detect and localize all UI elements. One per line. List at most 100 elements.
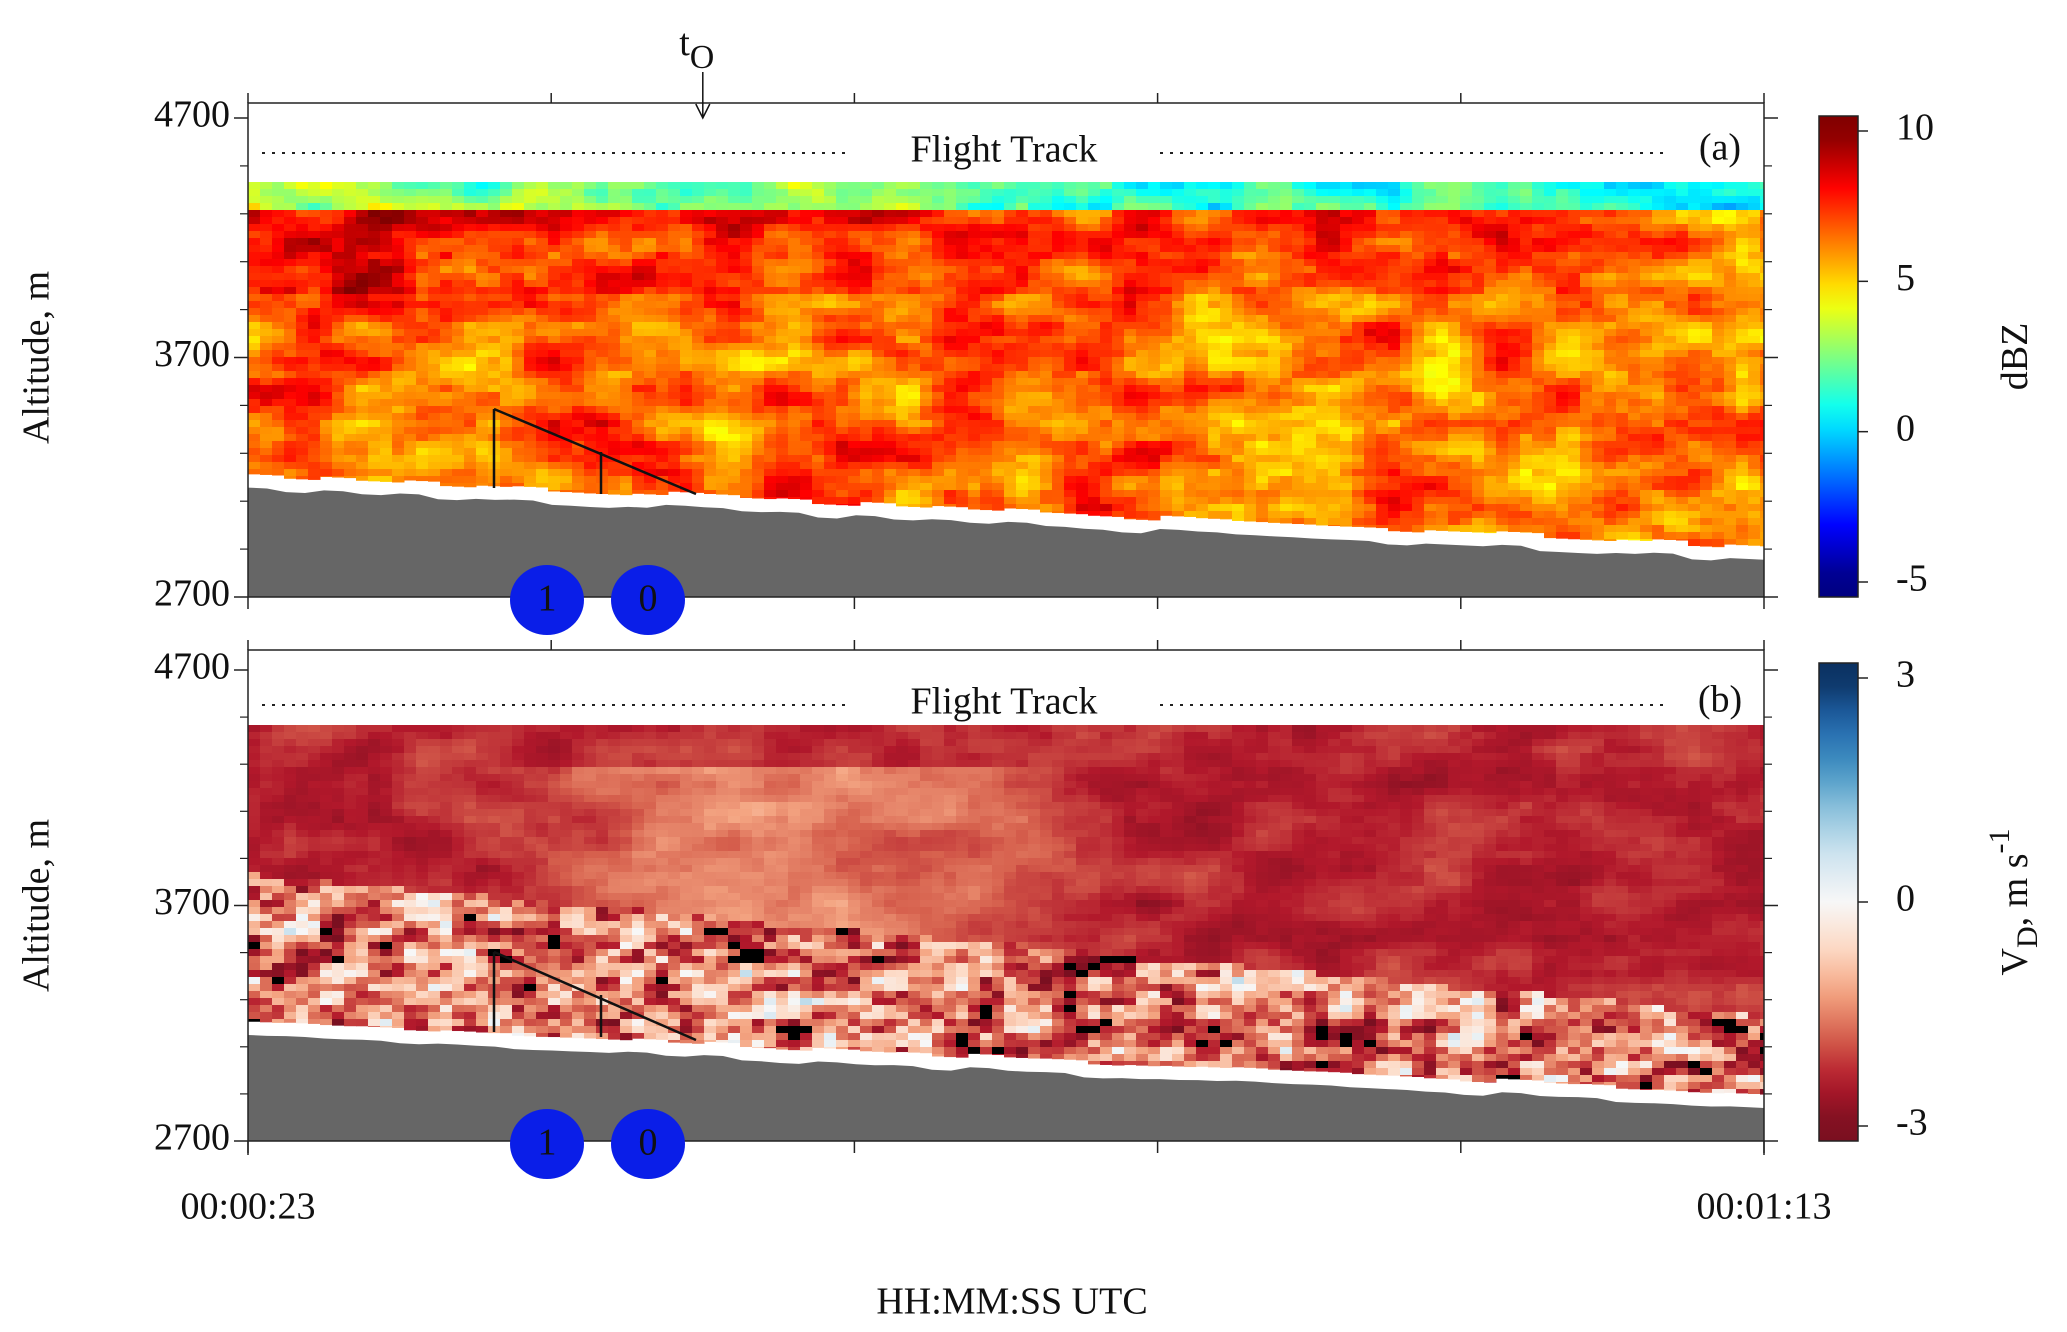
field-cell (260, 308, 273, 316)
field-cell (464, 455, 477, 463)
field-cell (1160, 231, 1173, 239)
field-cell (1184, 280, 1197, 288)
field-cell (752, 231, 765, 239)
field-cell (848, 329, 861, 337)
field-cell (788, 490, 801, 498)
field-cell (608, 287, 621, 295)
field-cell (1364, 378, 1377, 386)
field-cell (416, 413, 429, 421)
field-cell (608, 434, 621, 442)
field-cell (992, 483, 1005, 491)
field-cell (956, 189, 969, 197)
field-cell (1448, 322, 1461, 330)
field-cell (908, 336, 921, 344)
field-cell (932, 252, 945, 260)
field-cell (1160, 196, 1173, 204)
field-cell (1028, 427, 1041, 435)
field-cell (1028, 476, 1041, 484)
field-cell (716, 308, 729, 316)
field-cell (380, 455, 393, 463)
field-cell (920, 462, 933, 470)
field-cell (1472, 182, 1485, 190)
field-cell (920, 490, 933, 498)
field-cell (1448, 497, 1461, 505)
field-cell (728, 434, 741, 442)
field-cell (1244, 189, 1257, 197)
field-cell (1244, 378, 1257, 386)
field-cell (980, 189, 993, 197)
field-cell (1172, 364, 1185, 372)
field-cell (1136, 455, 1149, 463)
field-cell (320, 406, 333, 414)
field-cell (392, 231, 405, 239)
field-cell (260, 413, 273, 421)
field-cell (1148, 196, 1161, 204)
field-cell (356, 385, 369, 393)
field-cell (944, 371, 957, 379)
field-cell (1076, 266, 1089, 274)
field-cell (1112, 434, 1125, 442)
field-cell (1280, 182, 1293, 190)
field-cell (1076, 350, 1089, 358)
field-cell (1424, 308, 1437, 316)
field-cell (1304, 182, 1317, 190)
field-cell (1100, 399, 1113, 407)
field-cell (1208, 399, 1221, 407)
field-cell (1040, 434, 1053, 442)
field-cell (584, 343, 597, 351)
field-cell (872, 420, 885, 428)
field-cell (248, 189, 261, 197)
field-cell (800, 427, 813, 435)
field-cell (1280, 273, 1293, 281)
field-cell (1232, 287, 1245, 295)
field-cell (812, 350, 825, 358)
field-cell (488, 231, 501, 239)
field-cell (548, 196, 561, 204)
field-cell (308, 462, 321, 470)
field-cell (836, 420, 849, 428)
field-cell (260, 392, 273, 400)
field-cell (320, 217, 333, 225)
field-cell (332, 441, 345, 449)
field-cell (1232, 343, 1245, 351)
field-cell (608, 203, 621, 211)
field-cell (308, 385, 321, 393)
field-cell (512, 483, 525, 487)
field-cell (1388, 350, 1401, 358)
field-cell (320, 427, 333, 435)
field-cell (980, 224, 993, 232)
field-cell (356, 322, 369, 330)
field-cell (1460, 273, 1473, 281)
field-cell (404, 273, 417, 281)
field-cell (1472, 371, 1485, 379)
field-cell (428, 259, 441, 267)
field-cell (1148, 399, 1161, 407)
field-cell (944, 427, 957, 435)
field-cell (1196, 350, 1209, 358)
field-cell (1424, 413, 1437, 421)
field-cell (956, 378, 969, 386)
field-cell (1208, 266, 1221, 274)
field-cell (752, 469, 765, 477)
field-cell (680, 378, 693, 386)
field-cell (1400, 287, 1413, 295)
field-cell (1376, 315, 1389, 323)
field-cell (512, 413, 525, 421)
field-cell (344, 343, 357, 351)
field-cell (1232, 399, 1245, 407)
field-cell (572, 336, 585, 344)
field-cell (1256, 343, 1269, 351)
field-cell (812, 497, 825, 505)
field-cell (1208, 245, 1221, 253)
field-cell (1196, 364, 1209, 372)
field-cell (452, 322, 465, 330)
field-cell (632, 266, 645, 274)
field-cell (1064, 224, 1077, 232)
field-cell (944, 231, 957, 239)
field-cell (860, 350, 873, 358)
field-cell (1388, 224, 1401, 232)
field-cell (1328, 308, 1341, 316)
field-cell (1016, 238, 1029, 246)
field-cell (860, 245, 873, 253)
field-cell (356, 252, 369, 260)
